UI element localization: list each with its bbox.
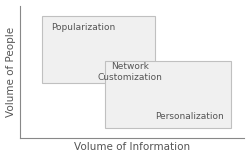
Y-axis label: Volume of People: Volume of People <box>6 27 16 117</box>
X-axis label: Volume of Information: Volume of Information <box>74 143 190 152</box>
Bar <box>105 61 231 128</box>
Text: Personalization: Personalization <box>156 112 224 121</box>
Bar <box>42 16 154 82</box>
Text: Popularization: Popularization <box>51 23 116 32</box>
Text: Network
Customization: Network Customization <box>98 62 162 82</box>
